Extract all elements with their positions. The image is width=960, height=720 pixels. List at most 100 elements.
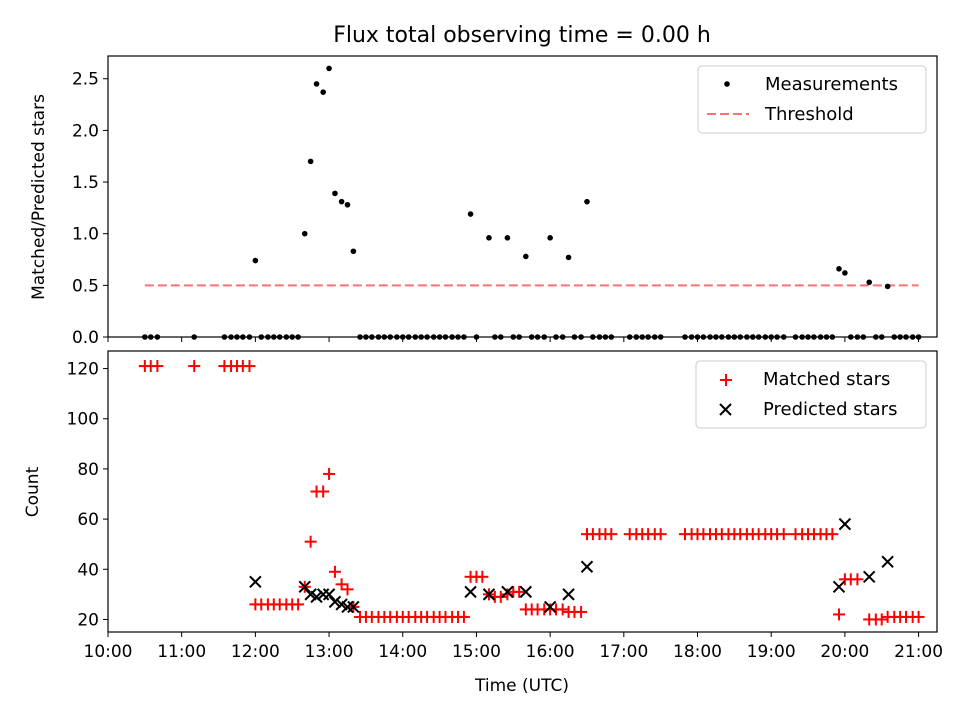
matched-point	[457, 610, 470, 623]
matched-point	[494, 590, 507, 603]
matched-point	[875, 613, 888, 626]
matched-point	[605, 528, 618, 541]
bottom-xlabel: Time (UTC)	[474, 676, 569, 696]
measurement-point	[547, 235, 553, 241]
matched-point	[575, 605, 588, 618]
top-y-tick-label: 2.0	[72, 121, 99, 141]
matched-point	[323, 467, 336, 480]
predicted-point	[347, 600, 360, 614]
measurement-point	[584, 198, 590, 205]
measurement-point	[344, 201, 351, 208]
matched-point	[335, 578, 348, 591]
predicted-point	[341, 600, 354, 614]
matched-point	[912, 610, 925, 623]
bottom-x-ticks: 10:00 11:00 12:00 13:00 14:00 15:00 16:00 17:00…	[84, 632, 943, 662]
matched-point	[513, 585, 526, 598]
top-y-tick-label: 2.5	[72, 70, 99, 90]
predicted-point	[322, 588, 336, 601]
bottom-x-tick-label: 15:00	[452, 642, 501, 662]
predicted-point	[562, 588, 575, 601]
measurement-point	[307, 158, 314, 165]
bottom-legend-box	[695, 360, 927, 429]
matched-point	[826, 528, 839, 541]
measurement-point	[486, 235, 492, 241]
measurement-point	[350, 248, 357, 255]
top-legend-box	[697, 65, 927, 134]
measurement-point	[320, 89, 326, 95]
bottom-x-tick-label: 21:00	[894, 642, 943, 662]
matched-legend-marker	[720, 374, 732, 386]
bottom-y-tick-label: 60	[77, 510, 99, 530]
ratio-panel: Matched/Predicted stars 0.0 0.5 1.0 1.5 2.0 2…	[29, 55, 938, 348]
predicted-point	[862, 570, 876, 584]
threshold-legend-label: Threshold	[764, 104, 854, 125]
measurement-point	[504, 235, 511, 241]
predicted-point	[328, 595, 342, 609]
predicted-point	[543, 600, 557, 614]
matched-point	[188, 360, 201, 373]
measurements-legend-marker	[724, 81, 730, 87]
predicted-point	[298, 580, 311, 594]
measurement-point	[866, 279, 873, 286]
bottom-x-tick-label: 11:00	[157, 642, 206, 662]
measurement-point	[252, 257, 259, 264]
predicted-point	[501, 585, 514, 599]
matched-legend-label: Matched stars	[763, 369, 890, 390]
predicted-point	[316, 588, 330, 601]
predicted-legend-label: Predicted stars	[763, 399, 897, 420]
top-legend: Measurements Threshold	[697, 65, 927, 134]
matched-point	[832, 608, 845, 621]
top-y-tick-label: 0.5	[72, 276, 99, 296]
matched-point	[341, 583, 354, 596]
predicted-point	[464, 585, 477, 599]
bottom-x-tick-label: 19:00	[747, 642, 796, 662]
matched-point	[501, 588, 514, 601]
bottom-x-tick-label: 17:00	[599, 642, 648, 662]
bottom-axes-frame	[107, 350, 938, 633]
top-y-tick-label: 1.5	[72, 173, 99, 193]
predicted-point	[838, 517, 852, 531]
top-ylabel: Matched/Predicted stars	[29, 94, 49, 300]
matched-points	[138, 360, 925, 626]
bottom-x-tick-label: 13:00	[305, 642, 354, 662]
matched-point	[328, 565, 341, 578]
measurement-point	[313, 81, 320, 87]
predicted-legend-marker	[719, 403, 732, 416]
bottom-y-tick-label: 100	[67, 410, 99, 430]
matched-point	[654, 528, 667, 541]
bottom-x-tick-label: 16:00	[526, 642, 575, 662]
bottom-y-tick-label: 120	[67, 360, 99, 380]
figure-title: Flux total observing time = 0.00 h	[333, 23, 711, 48]
measurement-point	[467, 211, 474, 217]
top-axes-frame	[107, 55, 938, 338]
measurements-legend-label: Measurements	[765, 74, 898, 95]
matched-point	[317, 485, 330, 498]
matched-point	[243, 360, 256, 373]
bottom-legend: Matched stars Predicted stars	[695, 360, 927, 429]
matched-point	[851, 573, 864, 586]
bottom-y-ticks: 20 40 60 80 100 120	[67, 360, 108, 630]
measurement-point	[338, 198, 345, 205]
predicted-point	[310, 590, 323, 604]
measurement-point	[301, 230, 308, 237]
measurement-point	[326, 65, 332, 72]
top-y-ticks: 0.0 0.5 1.0 1.5 2.0 2.5	[72, 70, 108, 348]
bottom-x-tick-label: 18:00	[673, 642, 722, 662]
matched-point	[304, 535, 317, 548]
count-panel: Count Time (UTC) 20 40 60 80 100 120 10:00 11:…	[23, 350, 943, 696]
predicted-point	[580, 560, 594, 573]
predicted-points	[249, 517, 894, 614]
predicted-point	[881, 555, 894, 568]
bottom-x-tick-label: 12:00	[231, 642, 280, 662]
measurement-point	[523, 253, 529, 260]
bottom-x-tick-label: 20:00	[820, 642, 869, 662]
predicted-point	[482, 588, 496, 601]
matched-point	[292, 598, 305, 611]
measurement-point	[884, 283, 891, 290]
bottom-y-tick-label: 40	[77, 560, 99, 580]
matched-point	[151, 360, 164, 373]
predicted-point	[519, 585, 533, 599]
bottom-x-tick-label: 10:00	[84, 642, 133, 662]
matched-point	[556, 603, 569, 616]
